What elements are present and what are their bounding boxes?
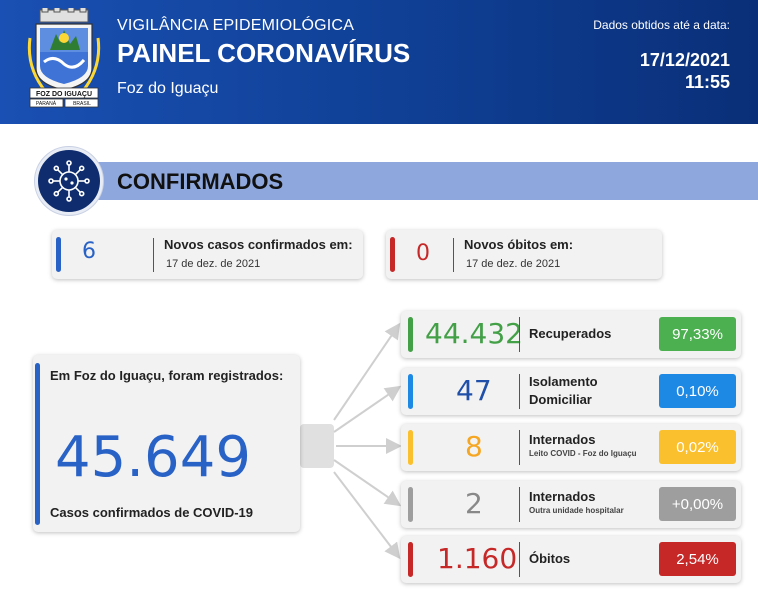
section-band bbox=[56, 162, 758, 200]
city-crest-logo: FOZ DO IGUAÇU PARANÁ BRASIL bbox=[27, 8, 101, 108]
outcome-card-recovered: 44.432 Recuperados 97,33% bbox=[401, 311, 741, 358]
update-time: 11:55 bbox=[684, 72, 730, 92]
outcome-accent bbox=[408, 374, 413, 409]
outcome-card-hospitalized-local: 8 Internados Leito COVID - Foz do Iguaçu… bbox=[401, 424, 741, 471]
city-name: Foz do Iguaçu bbox=[117, 80, 219, 97]
outcome-value: 47 bbox=[456, 374, 492, 407]
outcome-label: Recuperados bbox=[529, 326, 612, 341]
new-cases-card: 6 Novos casos confirmados em: 17 de dez.… bbox=[52, 230, 363, 279]
outcome-percent-badge: 0,10% bbox=[659, 374, 736, 408]
outcome-card-hospitalized-other: 2 Internados Outra unidade hospitalar +0… bbox=[401, 481, 741, 528]
header-subtitle: VIGILÂNCIA EPIDEMIOLÓGICA bbox=[117, 17, 355, 34]
header-bar: FOZ DO IGUAÇU PARANÁ BRASIL VIGILÂNCIA E… bbox=[0, 0, 758, 124]
outcome-label: Internados bbox=[529, 489, 596, 504]
outcome-value: 8 bbox=[465, 430, 483, 463]
outcome-accent bbox=[408, 430, 413, 465]
outcome-percent-badge: 97,33% bbox=[659, 317, 736, 351]
outcome-separator bbox=[519, 317, 520, 352]
outcome-accent bbox=[408, 317, 413, 352]
total-heading: Em Foz do Iguaçu, foram registrados: bbox=[50, 368, 284, 383]
outcome-separator bbox=[519, 374, 520, 409]
new-cases-label: Novos casos confirmados em: bbox=[164, 237, 353, 252]
outcome-separator bbox=[519, 542, 520, 577]
outcome-label: Óbitos bbox=[529, 551, 571, 566]
outcome-accent bbox=[408, 542, 413, 577]
connector-arrows bbox=[300, 322, 402, 560]
outcome-percent-badge: 0,02% bbox=[659, 430, 736, 464]
outcome-note: Leito COVID - Foz do Iguaçu bbox=[529, 449, 637, 458]
outcome-separator bbox=[519, 430, 520, 465]
outcome-value: 2 bbox=[465, 487, 483, 520]
crest-right-text: BRASIL bbox=[73, 101, 91, 107]
new-deaths-date: 17 de dez. de 2021 bbox=[466, 258, 561, 270]
outcome-accent bbox=[408, 487, 413, 522]
new-deaths-value: 0 bbox=[416, 241, 430, 266]
outcome-card-home-isolation: 47 Isolamento Domiciliar 0,10% bbox=[401, 368, 741, 415]
new-deaths-label: Novos óbitos em: bbox=[464, 237, 574, 252]
outcome-percent-badge: +0,00% bbox=[659, 487, 736, 521]
new-cases-value: 6 bbox=[82, 239, 96, 264]
new-deaths-separator bbox=[453, 238, 454, 272]
new-cases-accent bbox=[56, 237, 61, 272]
new-cases-date: 17 de dez. de 2021 bbox=[166, 258, 261, 270]
outcome-card-deaths: 1.160 Óbitos 2,54% bbox=[401, 536, 741, 583]
outcome-label: Internados bbox=[529, 432, 596, 447]
new-deaths-accent bbox=[390, 237, 395, 272]
outcome-note: Outra unidade hospitalar bbox=[529, 506, 624, 515]
outcome-percent-badge: 2,54% bbox=[659, 542, 736, 576]
outcome-label: Isolamento bbox=[529, 374, 598, 389]
update-date: 17/12/2021 bbox=[639, 50, 730, 70]
outcome-value: 1.160 bbox=[437, 542, 518, 575]
new-cases-separator bbox=[153, 238, 154, 272]
section-badge bbox=[35, 147, 103, 215]
outcome-value: 44.432 bbox=[425, 317, 523, 350]
crest-left-text: PARANÁ bbox=[36, 100, 57, 107]
crest-banner-text: FOZ DO IGUAÇU bbox=[36, 91, 92, 98]
outcome-separator bbox=[519, 487, 520, 522]
total-cases-value: 45.649 bbox=[55, 425, 251, 490]
virus-icon bbox=[48, 160, 90, 202]
outcome-label-line2: Domiciliar bbox=[529, 392, 592, 407]
page-title: PAINEL CORONAVÍRUS bbox=[117, 38, 411, 68]
new-deaths-card: 0 Novos óbitos em: 17 de dez. de 2021 bbox=[386, 230, 662, 279]
total-caption: Casos confirmados de COVID-19 bbox=[50, 505, 253, 520]
total-cases-card: Em Foz do Iguaçu, foram registrados: 45.… bbox=[33, 355, 300, 532]
total-cases-accent bbox=[35, 363, 40, 525]
section-title: CONFIRMADOS bbox=[117, 169, 284, 194]
date-note: Dados obtidos até a data: bbox=[593, 18, 730, 32]
